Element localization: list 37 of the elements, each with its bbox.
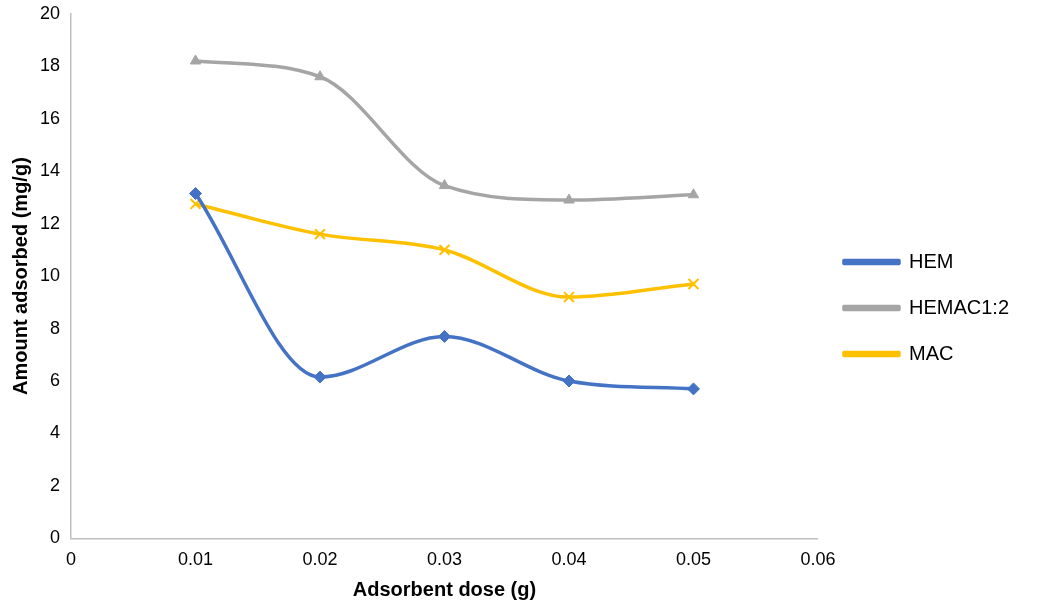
point: [313, 370, 327, 384]
point: [189, 186, 203, 200]
x-tick-label: 0.03: [426, 549, 463, 570]
point: [687, 188, 700, 199]
x-axis-title: Adsorbent dose (g): [352, 577, 537, 600]
point: [563, 291, 575, 304]
y-axis-title: Amount adsorbed (mg/g): [8, 157, 31, 395]
point: [687, 278, 700, 290]
legend-label: MAC: [908, 341, 954, 364]
point: [686, 382, 700, 396]
y-tick-label: 10: [39, 265, 61, 286]
y-tick-label: 4: [50, 422, 61, 443]
y-tick-label: 8: [50, 317, 61, 338]
y-tick-label: 20: [39, 2, 61, 23]
y-tick-label: 6: [50, 369, 61, 390]
point: [563, 193, 575, 204]
point: [438, 243, 451, 256]
y-tick-label: 12: [39, 212, 61, 233]
x-tick-label: 0.01: [177, 549, 214, 570]
point: [314, 228, 326, 241]
point: [438, 329, 451, 343]
legend-label: HEMAC1:2: [908, 295, 1009, 318]
y-tick-label: 18: [39, 55, 61, 76]
x-tick-label: 0: [66, 549, 77, 570]
x-tick-label: 0.05: [675, 549, 711, 570]
point: [438, 179, 451, 190]
y-tick-label: 2: [50, 474, 61, 495]
y-tick-label: 14: [39, 160, 61, 181]
legend-label: HEM: [908, 249, 954, 272]
y-tick-label: 16: [39, 107, 61, 128]
x-tick-label: 0.02: [302, 549, 338, 570]
x-tick-label: 0.04: [551, 549, 587, 570]
point: [562, 374, 576, 388]
x-tick-label: 0.06: [800, 549, 836, 570]
point: [189, 54, 202, 65]
point: [189, 198, 202, 210]
y-tick-label: 0: [50, 527, 61, 548]
